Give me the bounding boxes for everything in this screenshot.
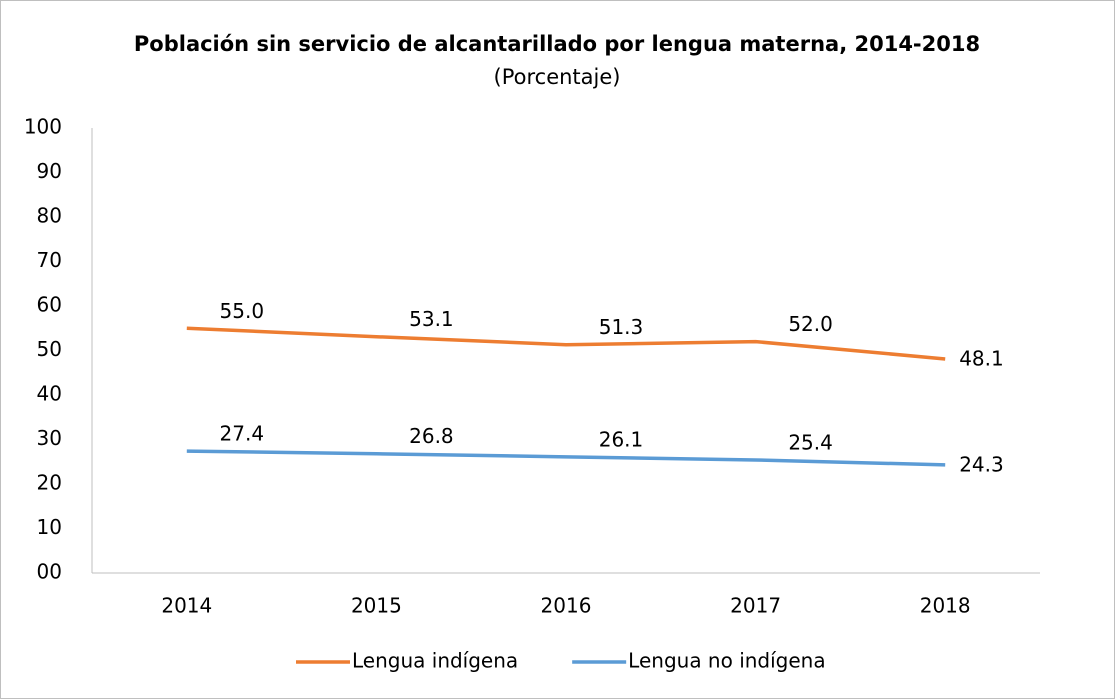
y-tick-label: 20	[37, 471, 62, 495]
y-tick-label: 50	[37, 337, 62, 361]
data-label: 26.1	[599, 427, 644, 451]
x-tick-label: 2017	[730, 594, 781, 618]
y-tick-label: 70	[37, 248, 62, 272]
y-tick-label: 60	[37, 293, 62, 317]
x-tick-label: 2018	[920, 594, 971, 618]
data-label: 53.1	[409, 307, 454, 331]
y-tick-label: 100	[24, 115, 62, 139]
x-tick-label: 2014	[161, 594, 212, 618]
x-tick-label: 2016	[541, 594, 592, 618]
series-line	[186, 326, 946, 361]
y-tick-label: 40	[37, 382, 62, 406]
data-label: 27.4	[220, 422, 265, 446]
data-label: 24.3	[959, 452, 1004, 476]
legend-label: Lengua no indígena	[628, 649, 825, 673]
data-label: 25.4	[788, 430, 833, 454]
y-tick-label: 00	[37, 560, 62, 584]
chart-subtitle: (Porcentaje)	[494, 65, 621, 89]
x-tick-label: 2015	[351, 594, 402, 618]
y-tick-label: 80	[37, 204, 62, 228]
legend-label: Lengua indígena	[352, 649, 518, 673]
y-tick-label: 90	[37, 159, 62, 183]
data-label: 52.0	[788, 312, 833, 336]
chart-title: Población sin servicio de alcantarillado…	[134, 32, 980, 56]
series-line	[186, 449, 946, 467]
data-label: 26.8	[409, 424, 454, 448]
data-label: 55.0	[220, 299, 265, 323]
data-label: 51.3	[599, 315, 644, 339]
y-tick-label: 30	[37, 426, 62, 450]
data-label: 48.1	[959, 346, 1004, 370]
y-tick-label: 10	[37, 515, 62, 539]
